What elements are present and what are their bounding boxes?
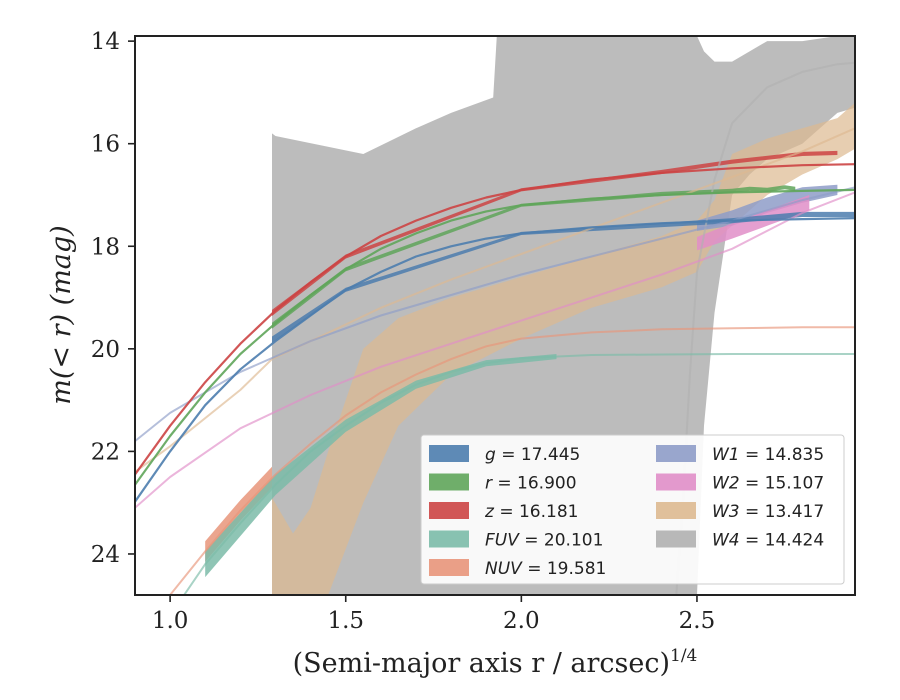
legend-frame xyxy=(420,434,845,585)
legend-swatch-g xyxy=(429,445,469,462)
y-tick-label: 14 xyxy=(91,29,120,55)
band-w2 xyxy=(697,195,810,251)
legend-swatch-z xyxy=(429,502,469,519)
y-tick-label: 22 xyxy=(91,439,120,465)
x-tick-label: 2.0 xyxy=(503,608,540,634)
legend-label-g: g = 17.445 xyxy=(485,445,580,465)
plot-frame xyxy=(134,35,856,596)
fit-line-r xyxy=(135,188,855,486)
legend-swatch-nuv xyxy=(429,559,469,576)
x-tick-label: 1.5 xyxy=(327,608,364,634)
fit-line-fuv xyxy=(182,353,855,595)
legend-label-r: r = 16.900 xyxy=(485,474,577,494)
fit-line-w2 xyxy=(135,191,855,509)
legend-swatch-r xyxy=(429,473,469,491)
legend-label-w3: W3 = 13.417 xyxy=(712,502,824,522)
legend-label-w1: W1 = 14.835 xyxy=(712,445,824,465)
legend: g = 17.445 r = 16.900 z = 16.181 FUV = 20.1… xyxy=(420,434,845,585)
fit-line-z xyxy=(135,163,855,476)
legend-label-nuv: NUV = 19.581 xyxy=(485,559,606,579)
fit-line-g xyxy=(135,217,855,503)
legend-label-w2: W2 = 15.107 xyxy=(712,474,824,494)
legend-label-w4: W4 = 14.424 xyxy=(712,531,824,551)
y-tick-label: 18 xyxy=(91,234,120,260)
x-tick-label: 2.5 xyxy=(679,608,716,634)
y-tick-label: 24 xyxy=(91,542,120,568)
fit-line-w3 xyxy=(135,127,855,473)
legend-swatch-w3 xyxy=(656,502,696,519)
y-axis-label: m(< r) (mag) xyxy=(46,225,77,404)
legend-swatch-fuv xyxy=(429,530,469,548)
x-axis-label-exponent: 1/4 xyxy=(670,646,697,666)
y-tick-label: 20 xyxy=(91,337,120,363)
legend-swatch-w4 xyxy=(656,530,696,548)
y-tick-label: 16 xyxy=(91,132,120,158)
fit-line-nuv xyxy=(168,326,855,595)
band-g xyxy=(272,211,855,343)
x-axis-label: (Semi-major axis r / arcsec)1/4 xyxy=(293,646,698,679)
fit-line-w1 xyxy=(135,186,855,442)
x-tick-label: 1.0 xyxy=(152,608,189,634)
axis-ticks: 1.0 1.5 2.0 2.5 14 16 18 20 22 24 xyxy=(91,29,716,634)
legend-swatch-w1 xyxy=(656,445,696,462)
legend-swatch-w2 xyxy=(656,473,696,491)
legend-label-z: z = 16.181 xyxy=(484,502,578,522)
legend-label-fuv: FUV = 20.101 xyxy=(485,531,603,551)
band-r xyxy=(272,185,796,329)
